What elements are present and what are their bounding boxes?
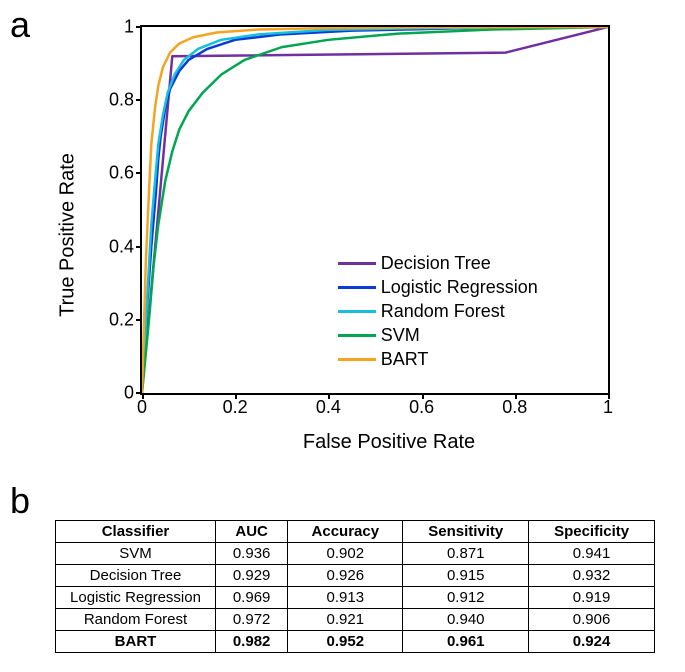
table-cell: 0.952 bbox=[288, 631, 403, 653]
table-header-cell: Classifier bbox=[56, 521, 216, 543]
x-axis-label: False Positive Rate bbox=[303, 431, 475, 454]
table-cell: 0.932 bbox=[529, 565, 655, 587]
y-tick-label: 0.8 bbox=[109, 90, 142, 111]
y-axis-label: True Positive Rate bbox=[57, 153, 80, 317]
roc-chart: True Positive Rate False Positive Rate D… bbox=[70, 20, 650, 450]
legend-item: Logistic Regression bbox=[338, 275, 538, 299]
x-tick-label: 0.6 bbox=[409, 393, 434, 418]
table-cell: 0.972 bbox=[216, 609, 288, 631]
legend: Decision Tree Logistic Regression Random F… bbox=[338, 251, 538, 371]
legend-swatch bbox=[338, 334, 376, 337]
table-cell: Logistic Regression bbox=[56, 587, 216, 609]
table-row: Logistic Regression0.9690.9130.9120.919 bbox=[56, 587, 655, 609]
table-cell: SVM bbox=[56, 543, 216, 565]
table-cell: 0.924 bbox=[529, 631, 655, 653]
table-cell: 0.936 bbox=[216, 543, 288, 565]
table-cell: 0.912 bbox=[403, 587, 529, 609]
plot-area: Decision Tree Logistic Regression Random F… bbox=[140, 25, 610, 395]
table-cell: 0.940 bbox=[403, 609, 529, 631]
x-tick-label: 1 bbox=[603, 393, 613, 418]
table-row: SVM0.9360.9020.8710.941 bbox=[56, 543, 655, 565]
table-header-cell: AUC bbox=[216, 521, 288, 543]
table-cell: 0.902 bbox=[288, 543, 403, 565]
y-tick-label: 1 bbox=[124, 17, 142, 38]
metrics-table-wrap: ClassifierAUCAccuracySensitivitySpecific… bbox=[55, 520, 655, 653]
legend-label: Decision Tree bbox=[381, 253, 491, 274]
metrics-table: ClassifierAUCAccuracySensitivitySpecific… bbox=[55, 520, 655, 653]
legend-label: SVM bbox=[381, 325, 420, 346]
table-cell: 0.969 bbox=[216, 587, 288, 609]
table-row: BART0.9820.9520.9610.924 bbox=[56, 631, 655, 653]
table-row: Random Forest0.9720.9210.9400.906 bbox=[56, 609, 655, 631]
y-tick-label: 0 bbox=[124, 383, 142, 404]
panel-label-b: b bbox=[10, 480, 30, 522]
legend-label: Logistic Regression bbox=[381, 277, 538, 298]
legend-swatch bbox=[338, 286, 376, 289]
y-tick-label: 0.6 bbox=[109, 163, 142, 184]
table-cell: 0.921 bbox=[288, 609, 403, 631]
legend-label: Random Forest bbox=[381, 301, 505, 322]
x-tick-label: 0.4 bbox=[316, 393, 341, 418]
legend-label: BART bbox=[381, 349, 429, 370]
legend-item: Random Forest bbox=[338, 299, 538, 323]
table-cell: Decision Tree bbox=[56, 565, 216, 587]
table-cell: 0.906 bbox=[529, 609, 655, 631]
legend-swatch bbox=[338, 262, 376, 265]
legend-swatch bbox=[338, 358, 376, 361]
table-cell: 0.929 bbox=[216, 565, 288, 587]
y-tick-label: 0.4 bbox=[109, 236, 142, 257]
table-cell: 0.941 bbox=[529, 543, 655, 565]
x-tick-label: 0.8 bbox=[502, 393, 527, 418]
table-cell: 0.919 bbox=[529, 587, 655, 609]
table-row: Decision Tree0.9290.9260.9150.932 bbox=[56, 565, 655, 587]
table-cell: BART bbox=[56, 631, 216, 653]
table-cell: 0.982 bbox=[216, 631, 288, 653]
table-cell: 0.915 bbox=[403, 565, 529, 587]
table-cell: 0.871 bbox=[403, 543, 529, 565]
table-cell: 0.961 bbox=[403, 631, 529, 653]
table-cell: 0.913 bbox=[288, 587, 403, 609]
y-tick-label: 0.2 bbox=[109, 309, 142, 330]
table-cell: 0.926 bbox=[288, 565, 403, 587]
legend-item: Decision Tree bbox=[338, 251, 538, 275]
table-cell: Random Forest bbox=[56, 609, 216, 631]
x-tick-label: 0.2 bbox=[223, 393, 248, 418]
legend-swatch bbox=[338, 310, 376, 313]
table-header-cell: Accuracy bbox=[288, 521, 403, 543]
panel-label-a: a bbox=[10, 4, 30, 46]
legend-item: SVM bbox=[338, 323, 538, 347]
table-header-cell: Specificity bbox=[529, 521, 655, 543]
legend-item: BART bbox=[338, 347, 538, 371]
table-header-cell: Sensitivity bbox=[403, 521, 529, 543]
